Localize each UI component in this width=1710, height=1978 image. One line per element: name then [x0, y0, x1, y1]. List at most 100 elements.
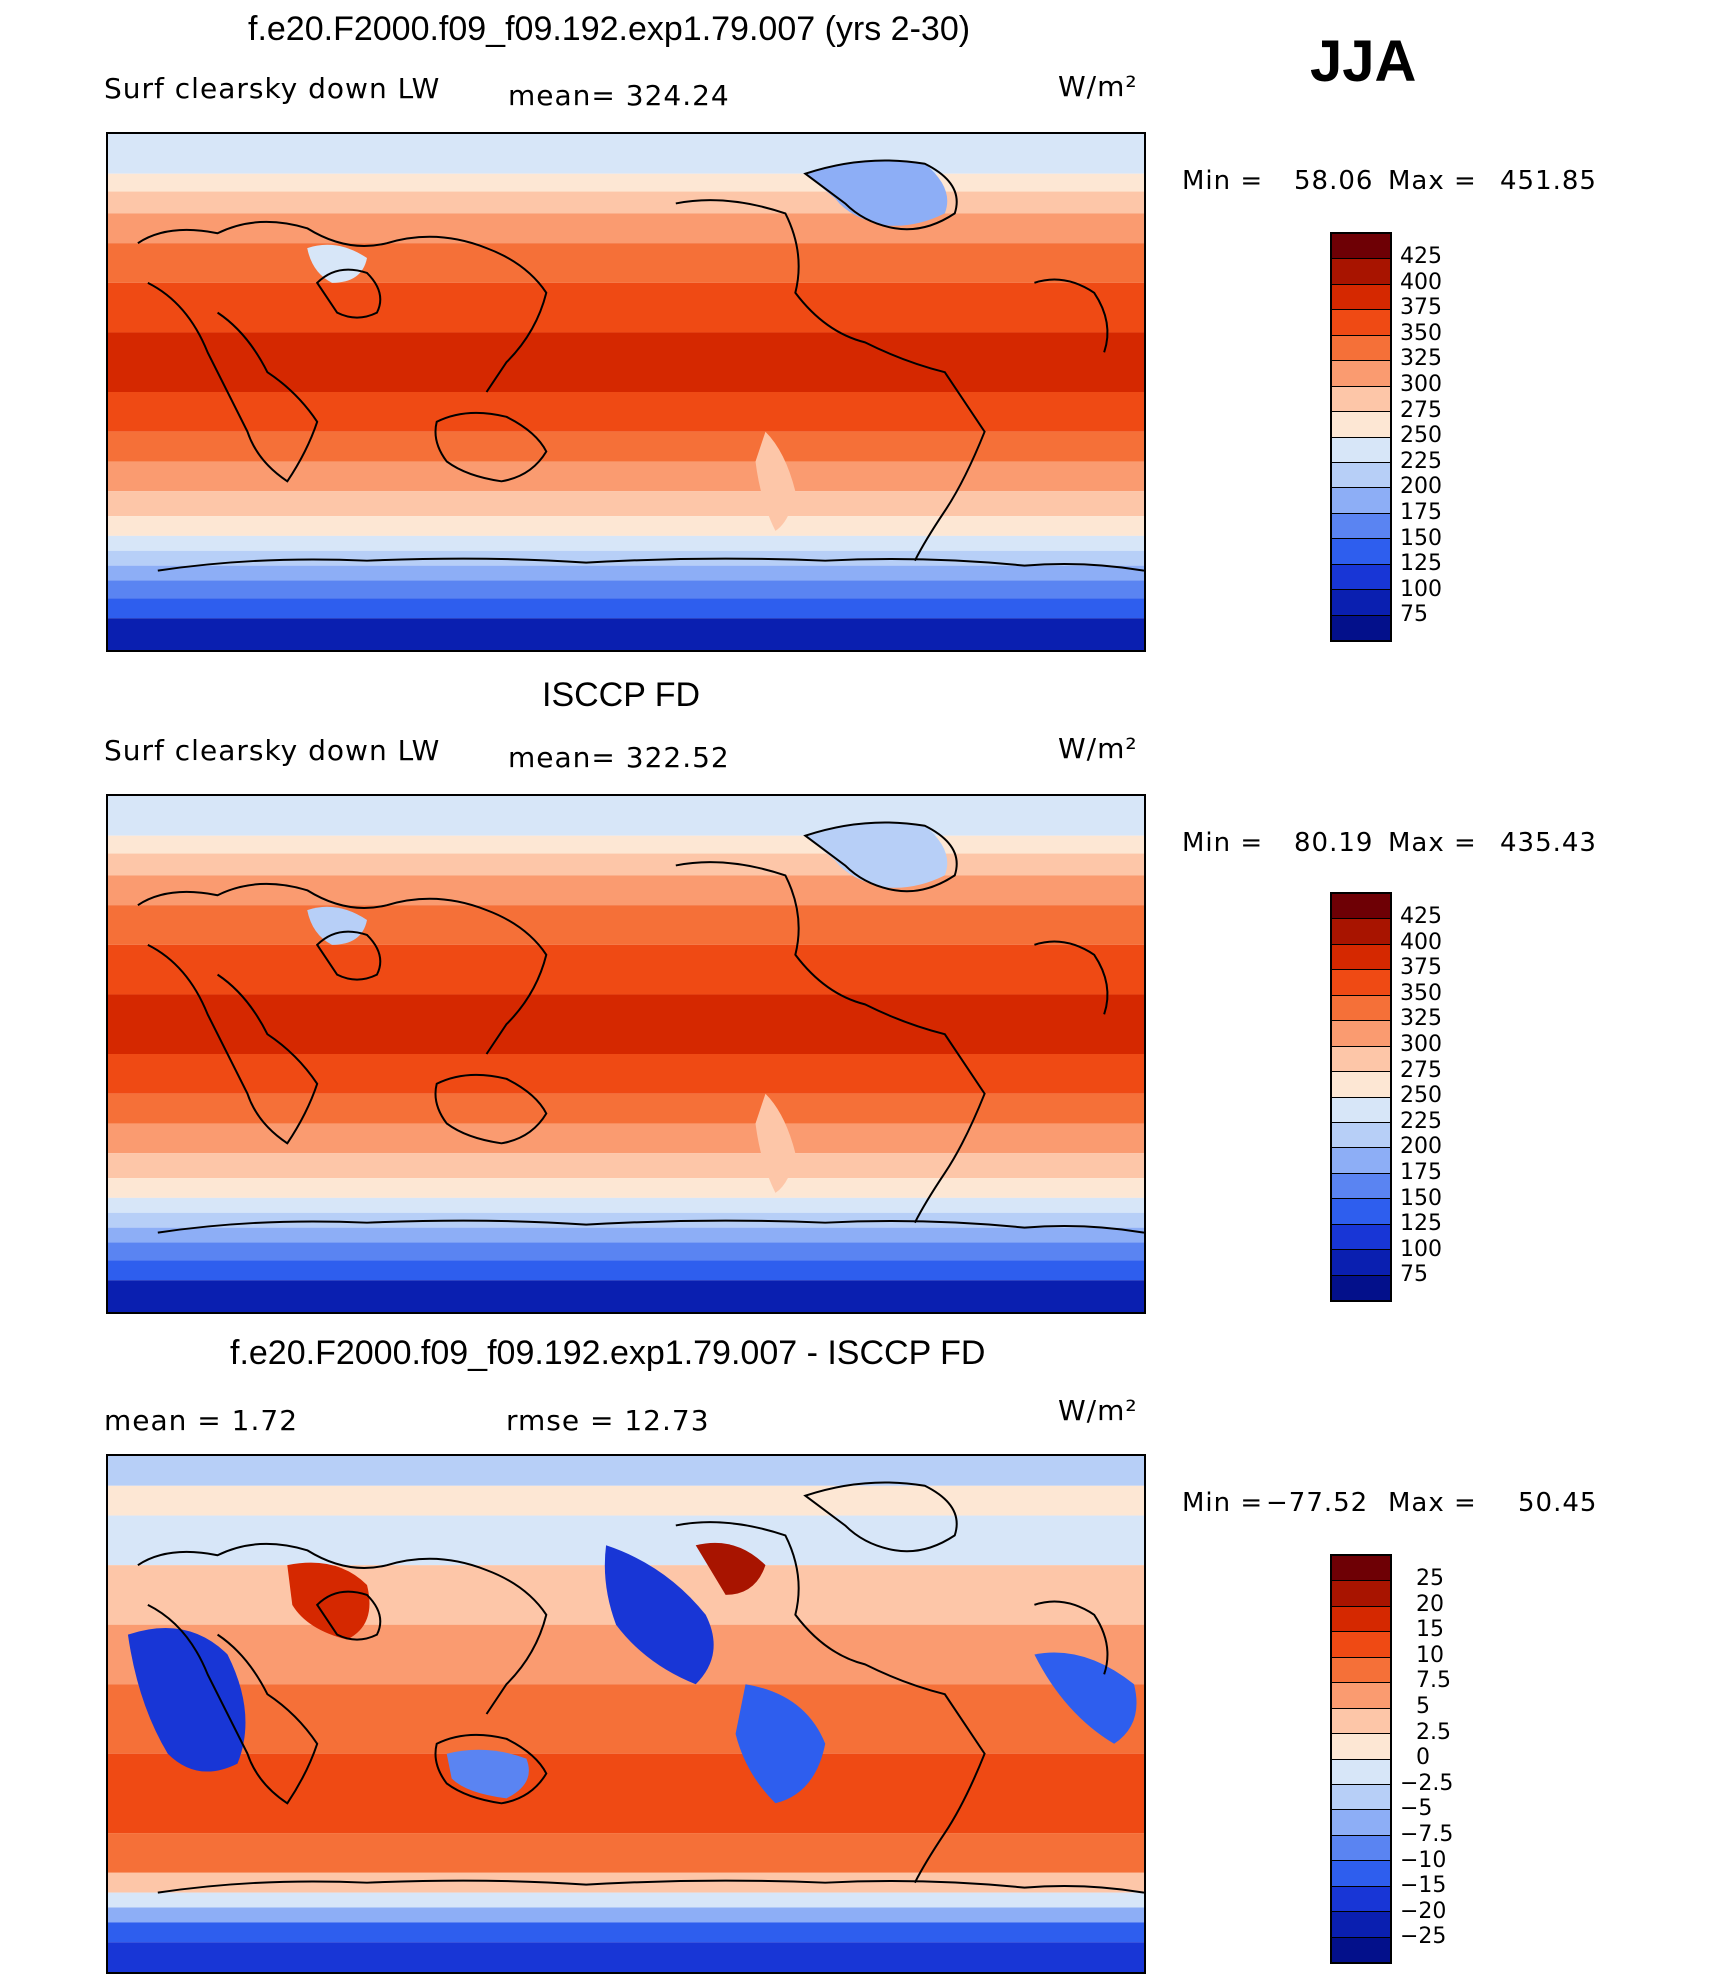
colorbar-swatch [1332, 1759, 1390, 1785]
panel-3-title: f.e20.F2000.f09_f09.192.exp1.79.007 - IS… [230, 1334, 986, 1372]
colorbar-tick-label: 175 [1400, 500, 1442, 525]
colorbar-swatch [1332, 1275, 1390, 1300]
panel-2-mean: mean= 322.52 [508, 741, 730, 774]
colorbar-tick-label: 0 [1416, 1745, 1430, 1771]
colorbar-swatch [1332, 1224, 1390, 1251]
colorbar-swatch [1332, 1835, 1390, 1862]
panel-1-max-value: 451.85 [1500, 166, 1597, 196]
colorbar-swatch [1332, 1173, 1390, 1200]
panel-2-bands [108, 796, 1144, 1312]
panel-1-min-value: 58.06 [1294, 166, 1374, 196]
panel-1-mean: mean= 324.24 [508, 79, 730, 112]
colorbar-swatch [1332, 564, 1390, 591]
colorbar-tick-label: 225 [1400, 1108, 1442, 1134]
panel-2-units: W/m² [1058, 732, 1138, 765]
colorbar-tick-label: 375 [1400, 955, 1442, 981]
colorbar-tick-label: 225 [1400, 448, 1442, 474]
colorbar-swatch [1332, 1861, 1390, 1887]
colorbar-swatch [1332, 412, 1390, 438]
colorbar-tick-label: 275 [1400, 1057, 1442, 1083]
panel-3-map [106, 1454, 1146, 1974]
colorbar-tick-label: −2.5 [1400, 1770, 1454, 1796]
colorbar-swatch [1332, 310, 1390, 336]
panel-3-colorbar [1330, 1554, 1392, 1964]
colorbar-tick-label: −15 [1400, 1873, 1447, 1899]
colorbar-swatch [1332, 1886, 1390, 1913]
panel-3-min-value: −77.52 [1266, 1488, 1369, 1518]
colorbar-tick-label: 175 [1400, 1160, 1442, 1185]
colorbar-tick-label: 125 [1400, 551, 1442, 577]
colorbar-tick-label: 125 [1400, 1211, 1442, 1237]
colorbar-swatch [1332, 1912, 1390, 1938]
panel-2-max-value: 435.43 [1500, 828, 1597, 858]
colorbar-tick-label: 150 [1400, 1185, 1442, 1211]
panel-2-title: ISCCP FD [542, 676, 701, 714]
colorbar-tick-label: 75 [1400, 1262, 1428, 1288]
colorbar-swatch [1332, 1606, 1390, 1633]
colorbar-swatch [1332, 1250, 1390, 1276]
colorbar-tick-label: 200 [1400, 1134, 1442, 1160]
colorbar-swatch [1332, 1097, 1390, 1123]
panel-3-min-label: Min = [1182, 1488, 1264, 1518]
colorbar-swatch [1332, 1657, 1390, 1684]
colorbar-tick-label: 325 [1400, 1006, 1442, 1032]
colorbar-swatch [1332, 1046, 1390, 1073]
colorbar-tick-label: −20 [1400, 1898, 1447, 1924]
colorbar-swatch [1332, 1734, 1390, 1760]
colorbar-swatch [1332, 335, 1390, 362]
colorbar-swatch [1332, 1021, 1390, 1047]
colorbar-swatch [1332, 361, 1390, 387]
panel-1-min-label: Min = [1182, 166, 1264, 196]
colorbar-swatch [1332, 513, 1390, 540]
panel-3-max-label: Max = [1388, 1488, 1477, 1518]
colorbar-swatch [1332, 1556, 1390, 1582]
panel-3-mean: mean = 1.72 [104, 1404, 299, 1437]
colorbar-tick-label: 150 [1400, 525, 1442, 551]
colorbar-tick-label: 100 [1400, 576, 1442, 602]
colorbar-swatch [1332, 539, 1390, 565]
colorbar-swatch [1332, 488, 1390, 514]
panel-2-variable-label: Surf clearsky down LW [104, 734, 441, 767]
colorbar-swatch [1332, 894, 1390, 920]
colorbar-swatch [1332, 944, 1390, 971]
season-label: JJA [1310, 29, 1417, 94]
colorbar-tick-label: 425 [1400, 904, 1442, 929]
colorbar-swatch [1332, 970, 1390, 996]
colorbar-swatch [1332, 1122, 1390, 1149]
colorbar-tick-label: 350 [1400, 320, 1442, 346]
colorbar-swatch [1332, 919, 1390, 945]
colorbar-tick-label: 300 [1400, 372, 1442, 397]
panel-3-bands [108, 1456, 1144, 1972]
panel-1-units: W/m² [1058, 70, 1138, 103]
colorbar-tick-label: 400 [1400, 269, 1442, 295]
colorbar-tick-label: 7.5 [1416, 1668, 1451, 1694]
colorbar-swatch [1332, 1072, 1390, 1098]
colorbar-tick-label: −25 [1400, 1924, 1447, 1950]
colorbar-tick-label: 100 [1400, 1236, 1442, 1262]
colorbar-tick-label: 350 [1400, 980, 1442, 1006]
colorbar-swatch [1332, 1784, 1390, 1811]
colorbar-swatch [1332, 1708, 1390, 1735]
colorbar-tick-label: 10 [1416, 1642, 1444, 1668]
colorbar-tick-label: 375 [1400, 295, 1442, 321]
colorbar-tick-label: 20 [1416, 1591, 1444, 1617]
panel-1-max-label: Max = [1388, 166, 1477, 196]
panel-2-min-value: 80.19 [1294, 828, 1374, 858]
panel-2-max-label: Max = [1388, 828, 1477, 858]
colorbar-swatch [1332, 1683, 1390, 1709]
colorbar-tick-label: 75 [1400, 602, 1428, 628]
panel-2-map [106, 794, 1146, 1314]
colorbar-swatch [1332, 386, 1390, 413]
colorbar-swatch [1332, 1199, 1390, 1225]
colorbar-tick-label: 25 [1416, 1566, 1444, 1591]
panel-1-bands [108, 134, 1144, 650]
panel-1-variable-label: Surf clearsky down LW [104, 72, 441, 105]
colorbar-swatch [1332, 1810, 1390, 1836]
panel-1-title: f.e20.F2000.f09_f09.192.exp1.79.007 (yrs… [248, 10, 971, 48]
panel-2-colorbar [1330, 892, 1392, 1302]
colorbar-swatch [1332, 259, 1390, 285]
colorbar-swatch [1332, 590, 1390, 616]
colorbar-tick-label: 5 [1416, 1694, 1430, 1719]
colorbar-tick-label: 425 [1400, 244, 1442, 269]
panel-2-min-label: Min = [1182, 828, 1264, 858]
